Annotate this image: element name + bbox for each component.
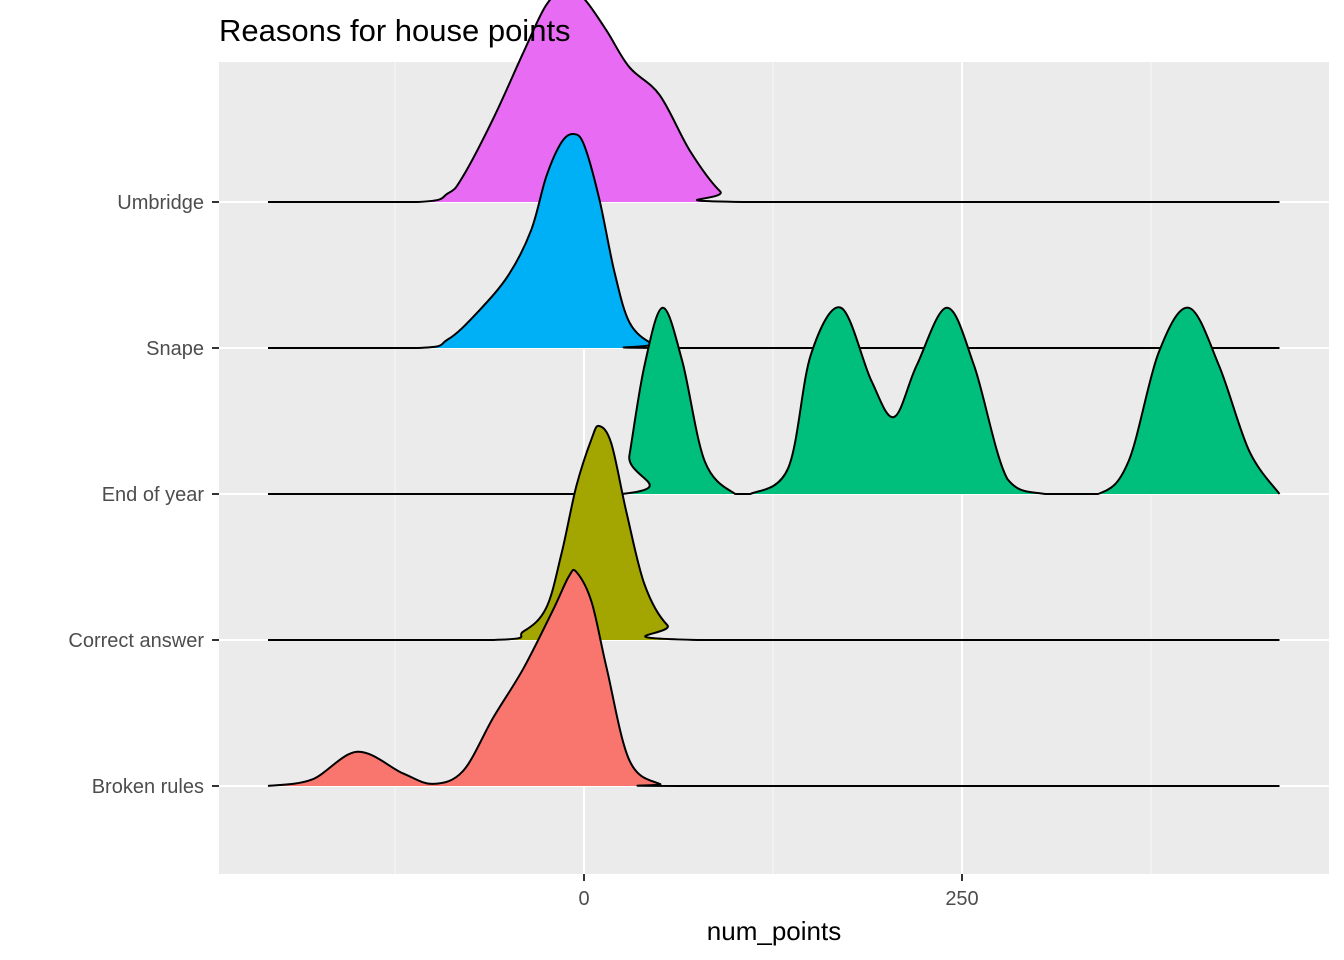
x-axis: 0 250	[578, 874, 979, 910]
density-ridges	[267, 0, 1281, 788]
ridge-outline-broken-rules	[267, 568, 1280, 788]
x-tick-label: 0	[578, 888, 589, 910]
x-tick-label: 250	[945, 888, 978, 910]
ridge-fill-umbridge	[268, 0, 1280, 203]
ridge-outline-end-of-year	[268, 306, 1281, 496]
y-tick-label: End of year	[102, 484, 205, 506]
ridge-outline-snape	[268, 132, 1280, 350]
y-tick-label: Snape	[146, 338, 204, 360]
chart-title: Reasons for house points	[219, 13, 571, 48]
x-axis-title: num_points	[707, 916, 841, 946]
ridge-fill-end-of-year	[268, 307, 1280, 494]
y-tick-label: Broken rules	[92, 776, 204, 798]
y-tick-label: Correct answer	[68, 630, 204, 652]
ridge-fill-snape	[268, 133, 1280, 348]
y-axis: Broken rules Correct answer End of year Sna…	[68, 192, 219, 798]
y-tick-label: Umbridge	[117, 192, 204, 214]
ridge-outline-correct-answer	[267, 424, 1280, 642]
ridge-fill-broken-rules	[268, 569, 1280, 786]
ridge-outline-umbridge	[267, 0, 1280, 204]
